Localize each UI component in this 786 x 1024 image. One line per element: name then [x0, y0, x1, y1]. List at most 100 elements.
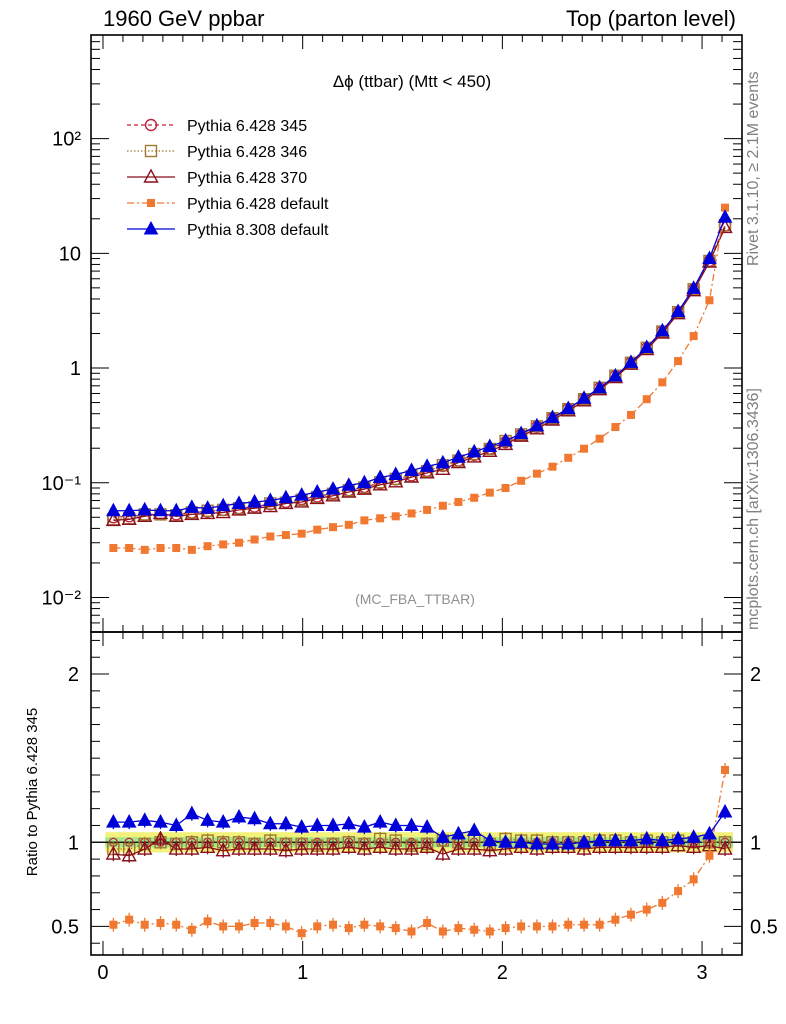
data-point-p6def [548, 922, 557, 931]
data-point-p370 [184, 840, 200, 855]
data-point-p370 [262, 840, 278, 855]
data-point-p8def [608, 367, 623, 382]
data-point-p370 [137, 840, 153, 855]
data-point-p8def [309, 817, 325, 831]
ratio-ylabel: Ratio to Pythia 6.428 345 [24, 708, 41, 876]
process-label: Top (parton level) [566, 6, 736, 31]
data-point-p370 [576, 840, 592, 855]
data-point-p6def [674, 357, 683, 366]
data-point-p6def [564, 920, 573, 929]
data-point-p6def [501, 924, 510, 933]
data-point-p6def [329, 920, 338, 929]
data-point-p6def [705, 851, 714, 860]
x-tick-label: 3 [696, 962, 707, 984]
data-point-p6def [234, 538, 243, 547]
data-point-p8def [168, 502, 184, 517]
data-point-p8def [388, 466, 404, 481]
data-point-p8def [702, 825, 717, 840]
data-point-p8def [262, 492, 278, 507]
data-point-p8def [247, 493, 262, 508]
data-point-p370 [591, 838, 608, 854]
y-tick-label: 10⁻¹ [42, 473, 82, 495]
data-point-p370 [685, 838, 702, 854]
data-point-p370 [403, 468, 420, 483]
data-point-p6def [642, 905, 651, 914]
ratio-y-tick-label-left: 0.5 [51, 916, 79, 938]
data-point-p8def [372, 814, 388, 828]
data-point-p6def [580, 920, 589, 929]
data-point-p6def [391, 512, 400, 521]
x-tick-label: 1 [297, 962, 308, 984]
data-point-p6def [438, 501, 447, 510]
series-line-p346 [113, 224, 726, 520]
data-point-p8def [106, 502, 121, 517]
x-tick-label: 0 [97, 962, 108, 984]
data-point-p6def [580, 444, 589, 453]
data-point-p6def [674, 887, 683, 896]
series-line-p8def [113, 217, 726, 512]
data-point-p6def [156, 543, 165, 552]
x-tick-label: 2 [497, 962, 508, 984]
data-point-p370 [607, 838, 624, 854]
series-line-p6def [113, 207, 726, 551]
data-point-p8def [639, 830, 655, 845]
data-point-p6def [721, 203, 730, 212]
data-point-p6def [156, 919, 165, 928]
data-point-p8def [325, 817, 341, 831]
data-point-p370 [403, 840, 420, 855]
data-point-p6def [109, 543, 118, 552]
data-point-p8def [670, 830, 686, 845]
data-point-p8def [654, 832, 670, 847]
y-tick-label: 10² [52, 129, 81, 151]
data-point-p370 [294, 493, 310, 508]
data-point-p8def [513, 425, 529, 440]
data-point-p6def [611, 423, 620, 432]
data-point-p8def [294, 819, 310, 833]
data-point-p6def [376, 922, 385, 931]
data-point-p6def [187, 925, 196, 934]
data-point-p8def [419, 458, 435, 472]
data-point-p8def [576, 390, 592, 404]
legend-label-p370: Pythia 6.428 370 [187, 170, 307, 187]
data-point-p6def [203, 917, 212, 926]
data-point-p8def [200, 500, 215, 514]
data-point-p6def [485, 927, 494, 936]
data-point-p370 [184, 505, 200, 521]
data-point-p8def [592, 379, 607, 394]
data-point-p8def [498, 834, 513, 848]
data-point-p8def [309, 483, 325, 498]
data-point-p6def [470, 493, 479, 502]
data-point-p6def [172, 920, 181, 929]
data-point-p8def [153, 814, 168, 828]
data-point-p8def [717, 803, 733, 818]
data-point-p6def [595, 434, 604, 443]
data-point-p8def [184, 805, 200, 820]
data-point-p370 [105, 845, 122, 860]
data-point-p6def [344, 924, 353, 933]
data-point-p8def [592, 832, 607, 847]
data-point-p8def [294, 487, 310, 501]
data-point-p8def [278, 489, 294, 504]
watermark: (MC_FBA_TTBAR) [355, 591, 475, 607]
data-point-p8def [560, 400, 576, 415]
data-point-p8def [404, 462, 419, 476]
data-point-p370 [372, 476, 388, 491]
data-point-p370 [105, 511, 122, 527]
data-point-p6def [517, 476, 526, 485]
data-point-p8def [702, 250, 717, 265]
legend-marker-p8def [143, 220, 159, 235]
series-line-p346 [113, 838, 726, 850]
ratio-y-tick-label-right: 1 [750, 832, 761, 854]
data-point-p8def [435, 454, 451, 469]
data-point-p6def [125, 543, 134, 552]
data-point-p8def [200, 812, 215, 826]
data-point-p8def [482, 832, 498, 847]
data-point-p6def [626, 410, 635, 419]
data-point-p8def [121, 814, 137, 828]
data-point-p8def [686, 280, 702, 294]
data-point-p6def [438, 927, 447, 936]
data-point-p8def [168, 817, 184, 831]
data-point-p370 [246, 840, 263, 855]
